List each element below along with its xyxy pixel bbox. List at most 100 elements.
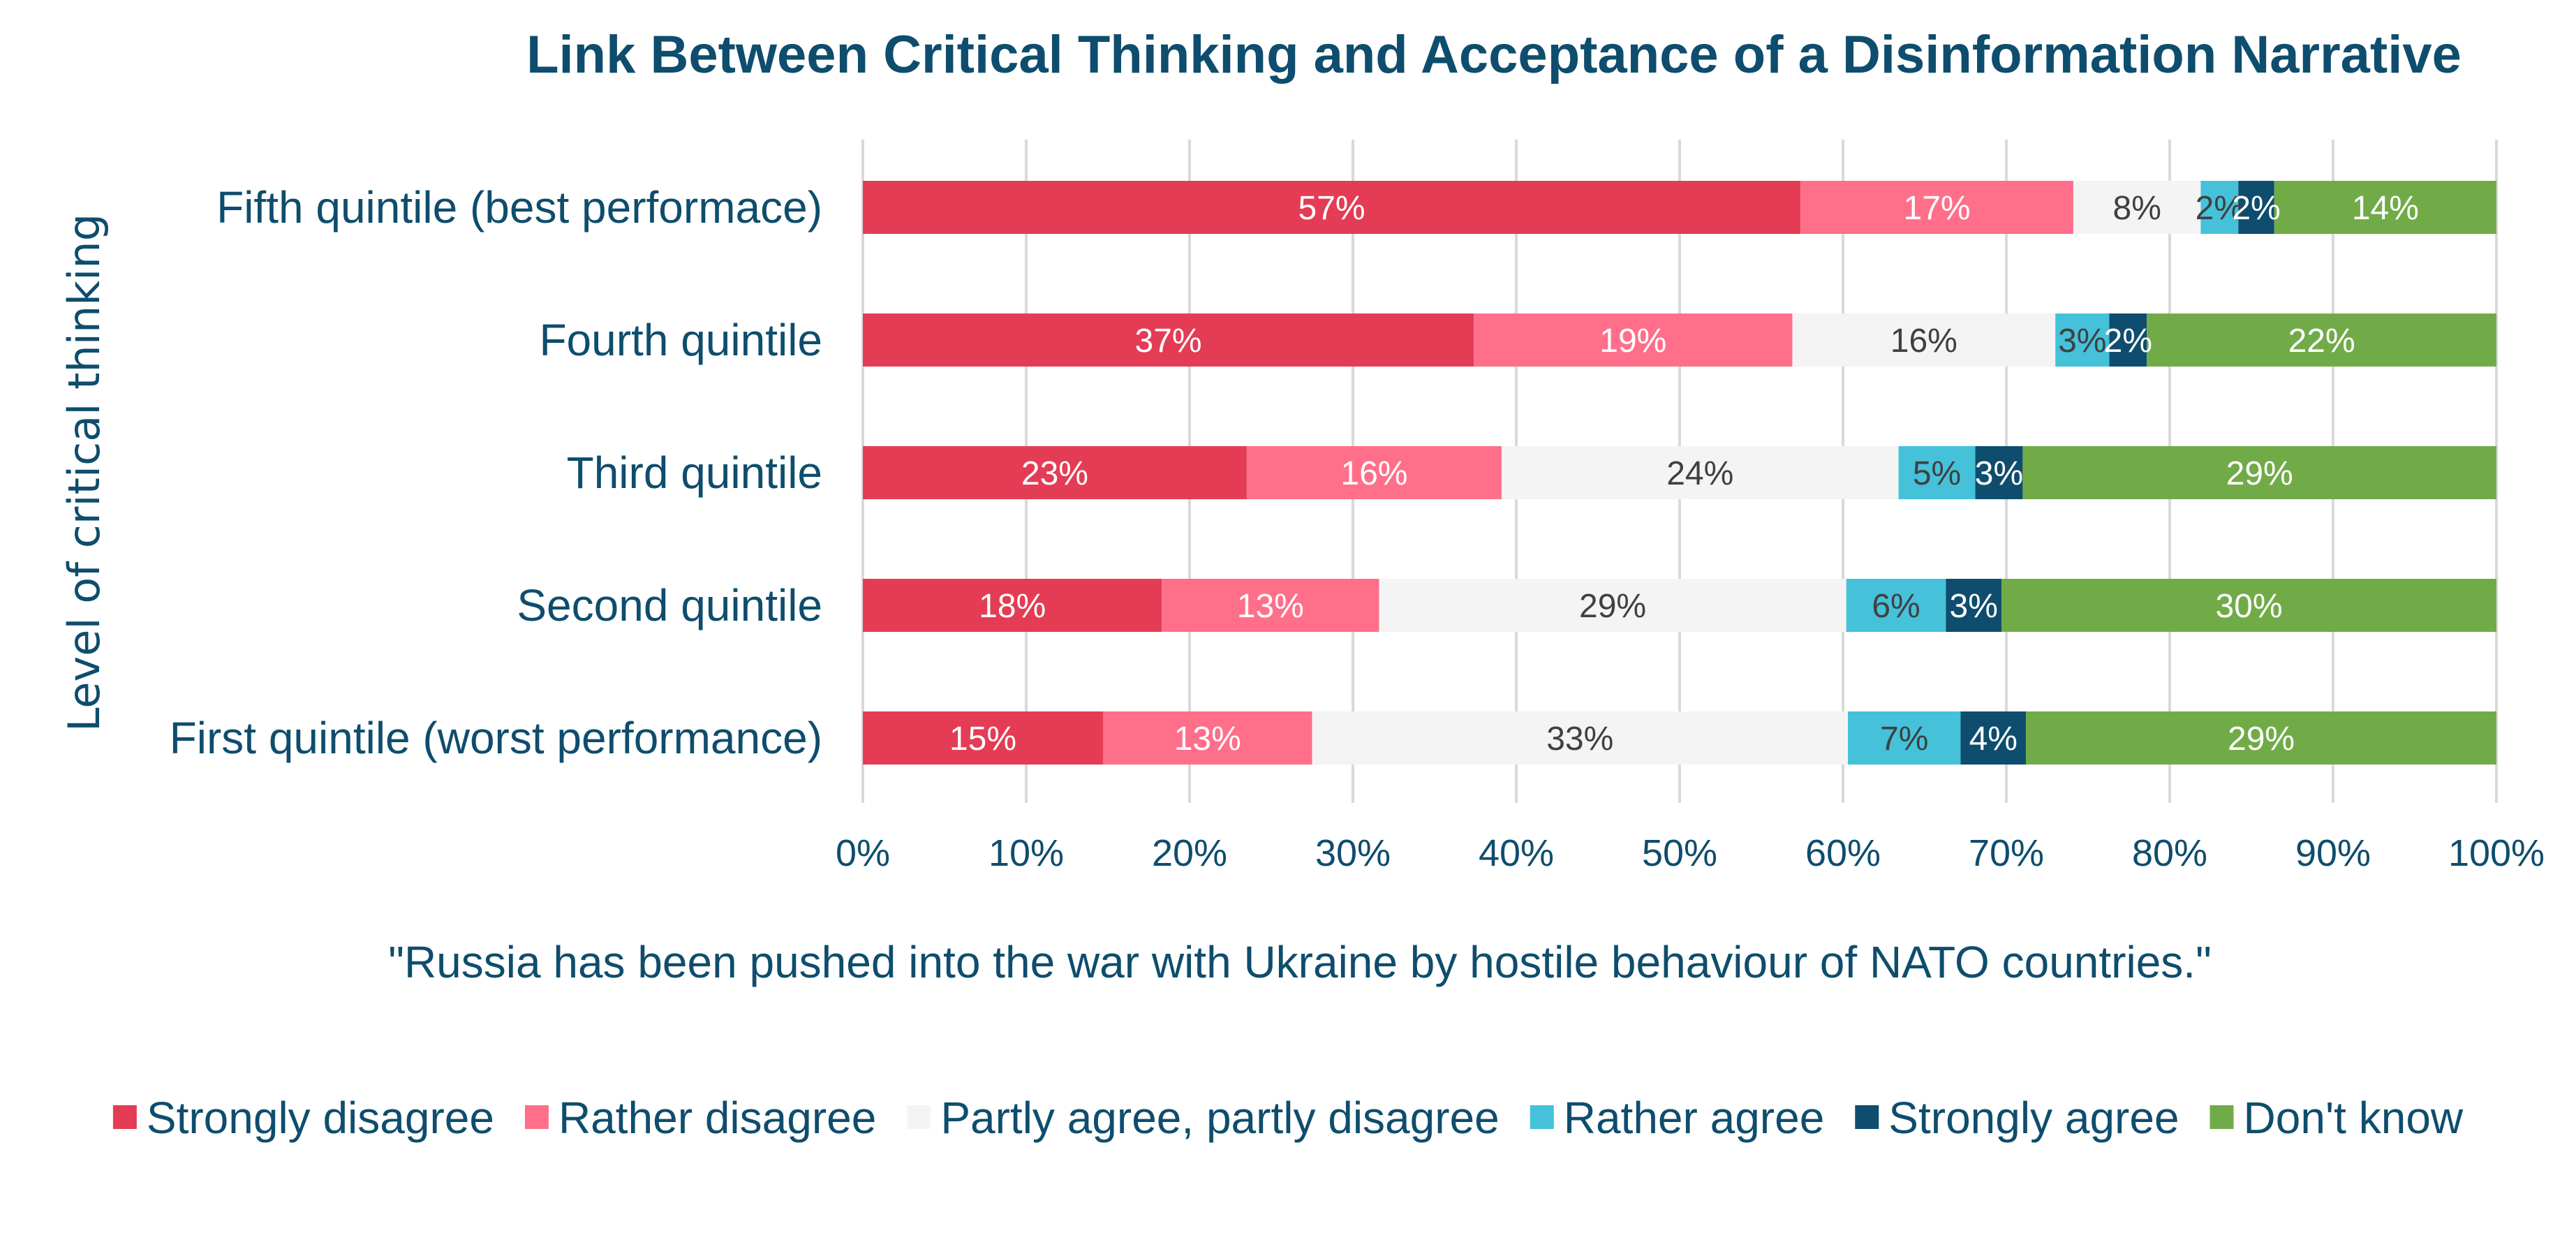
data-label: 33%	[1546, 721, 1613, 758]
legend-item: Strongly disagree	[112, 1093, 494, 1143]
x-tick-labels: 0% 10% 20% 30% 40% 50% 60% 70% 80% 90% 100%	[836, 832, 2545, 874]
x-tick-label: 100%	[2448, 832, 2545, 874]
bar-segment	[2147, 313, 2496, 367]
bar-segment	[863, 313, 1474, 367]
data-label: 4%	[1969, 721, 2018, 758]
bar-row: 18% 13% 29% 6% 3% 30%	[863, 579, 2496, 632]
data-label: 19%	[1599, 323, 1666, 360]
x-tick-label: 20%	[1152, 832, 1227, 874]
legend-item: Strongly agree	[1855, 1093, 2179, 1143]
data-label: 17%	[1904, 190, 1971, 227]
data-label: 29%	[2228, 721, 2295, 758]
legend-item: Rather agree	[1530, 1093, 1825, 1143]
x-tick-label: 30%	[1315, 832, 1391, 874]
data-label: 2%	[2232, 190, 2280, 227]
data-label: 3%	[1975, 455, 2023, 492]
data-label: 3%	[2058, 323, 2106, 360]
bar-segment	[2055, 313, 2110, 367]
category-label: Third quintile	[567, 448, 822, 498]
legend-item: Rather disagree	[524, 1093, 876, 1143]
data-label: 16%	[1340, 455, 1407, 492]
bar-segment	[1246, 446, 1502, 499]
legend-label: Rather disagree	[558, 1093, 876, 1143]
legend-item: Don't know	[2209, 1093, 2464, 1143]
x-tick-label: 0%	[836, 832, 890, 874]
data-label: 16%	[1890, 323, 1957, 360]
bar-segment	[2022, 446, 2496, 499]
data-label: 23%	[1021, 455, 1088, 492]
bar-segment	[1975, 446, 2023, 499]
data-label: 30%	[2215, 588, 2282, 625]
bar-segment	[2109, 313, 2147, 367]
bar-segment	[1792, 313, 2056, 367]
bar-segment	[2238, 181, 2274, 234]
legend-swatch	[907, 1105, 931, 1129]
bar-segment	[1960, 711, 2027, 765]
bar-segment	[1379, 579, 1846, 632]
data-label: 22%	[2288, 323, 2355, 360]
category-label: Fourth quintile	[539, 315, 822, 365]
legend-swatch	[524, 1105, 549, 1129]
bar-segment	[2001, 579, 2496, 632]
data-label: 13%	[1237, 588, 1304, 625]
data-label: 13%	[1174, 721, 1241, 758]
legend-item: Partly agree, partly disagree	[907, 1093, 1500, 1143]
data-label: 29%	[1579, 588, 1646, 625]
bar-segment	[2026, 711, 2496, 765]
bar-segment	[863, 711, 1103, 765]
bar-segment	[1162, 579, 1379, 632]
data-label: 6%	[1872, 588, 1920, 625]
bar-segment	[1501, 446, 1899, 499]
data-label: 7%	[1880, 721, 1928, 758]
legend-swatch	[1530, 1105, 1554, 1129]
chart-subtitle: "Russia has been pushed into the war wit…	[388, 937, 2212, 987]
x-tick-label: 40%	[1479, 832, 1554, 874]
legend-label: Rather agree	[1564, 1093, 1825, 1143]
legend: Strongly disagree Rather disagree Partly a…	[112, 1093, 2464, 1143]
bar-segment	[1946, 579, 2001, 632]
bar-segment	[863, 579, 1162, 632]
legend-swatch	[112, 1105, 137, 1129]
x-tick-label: 50%	[1642, 832, 1717, 874]
category-label: First quintile (worst performance)	[170, 713, 822, 763]
x-tick-label: 90%	[2295, 832, 2371, 874]
category-labels: Fifth quintile (best performace) Fourth q…	[170, 182, 822, 763]
data-label: 14%	[2352, 190, 2419, 227]
data-label: 2%	[2196, 190, 2244, 227]
data-label: 8%	[2113, 190, 2161, 227]
bar-row: 23% 16% 24% 5% 3% 29%	[863, 446, 2496, 499]
data-label: 24%	[1666, 455, 1733, 492]
legend-swatch	[1855, 1105, 1879, 1129]
bar-segment	[1848, 711, 1961, 765]
data-label: 2%	[2104, 323, 2152, 360]
legend-label: Partly agree, partly disagree	[940, 1093, 1499, 1143]
data-label: 15%	[949, 721, 1016, 758]
bar-segment	[1102, 711, 1312, 765]
bar-segment	[2274, 181, 2496, 234]
data-label: 3%	[1950, 588, 1998, 625]
category-label: Fifth quintile (best performace)	[216, 182, 822, 232]
data-label: 57%	[1298, 190, 1365, 227]
bars: 57% 17% 8% 2%2% 14%37% 19% 16% 3%2% 22%23% 16% 24%…	[863, 181, 2496, 765]
x-tick-label: 80%	[2132, 832, 2207, 874]
x-tick-label: 60%	[1805, 832, 1881, 874]
data-label: 18%	[979, 588, 1046, 625]
legend-label: Strongly disagree	[147, 1093, 494, 1143]
bar-segment	[1474, 313, 1793, 367]
bar-segment	[863, 446, 1247, 499]
bar-segment	[1846, 579, 1946, 632]
x-tick-label: 70%	[1969, 832, 2044, 874]
data-label: 5%	[1913, 455, 1961, 492]
bar-segment	[1312, 711, 1849, 765]
bar-segment	[2073, 181, 2201, 234]
bar-row: 15% 13% 33% 7% 4% 29%	[863, 711, 2496, 765]
legend-label: Don't know	[2244, 1093, 2464, 1143]
bar-row: 57% 17% 8% 2%2% 14%	[863, 181, 2496, 234]
bar-segment	[1800, 181, 2073, 234]
bar-row: 37% 19% 16% 3%2% 22%	[863, 313, 2496, 367]
y-axis-label: Level of critical thinking	[59, 214, 110, 732]
legend-swatch	[2209, 1105, 2234, 1129]
data-label: 29%	[2226, 455, 2293, 492]
chart-title: Link Between Critical Thinking and Accep…	[526, 25, 2462, 84]
x-tick-label: 10%	[989, 832, 1064, 874]
